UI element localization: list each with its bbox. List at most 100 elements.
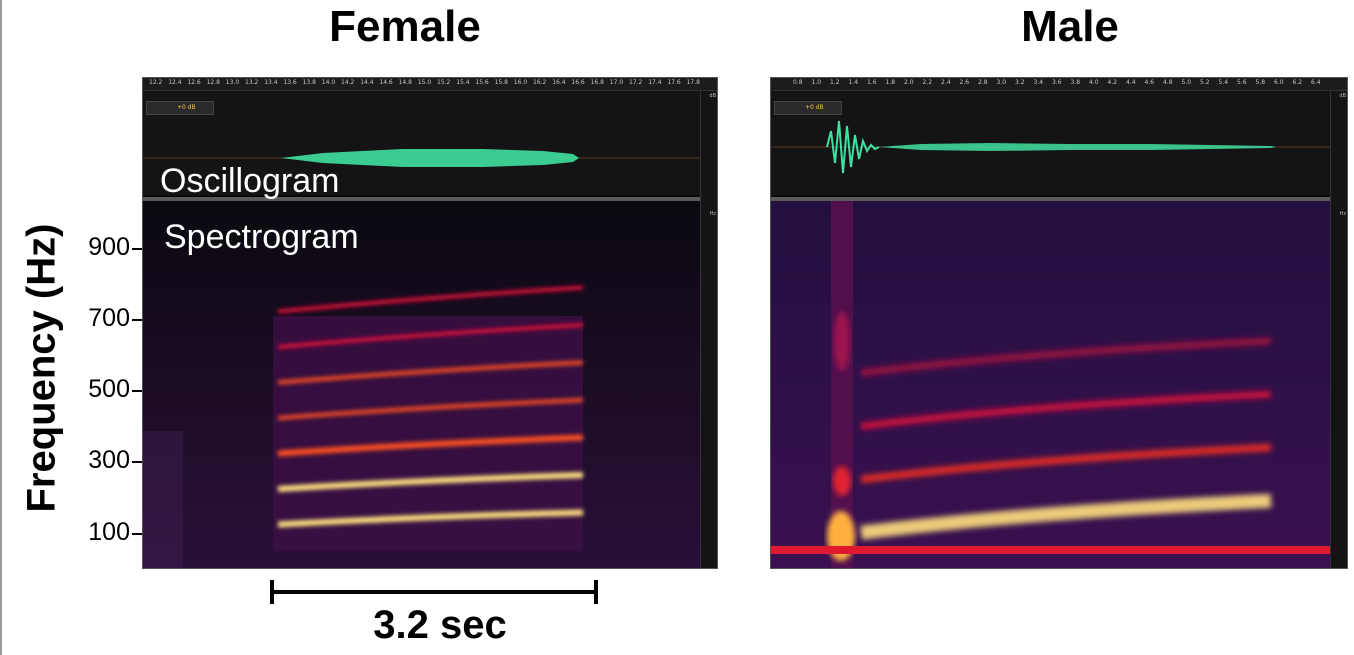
male-spectrogram: [771, 201, 1331, 568]
ruler-tick-label: 5.6: [1237, 79, 1247, 86]
ruler-tick-label: 3.8: [1070, 79, 1081, 86]
ruler-tick-label: 5.2: [1200, 79, 1210, 86]
female-title: Female: [329, 2, 481, 51]
ruler-tick-label: 16.2: [533, 79, 547, 86]
left-border: [0, 0, 2, 655]
ruler-tick-label: 1.6: [867, 79, 877, 86]
oscillogram-track: +0 dB: [143, 91, 701, 195]
ruler-tick-label: 0.8: [793, 79, 803, 86]
male-harmonic-band: [860, 493, 1272, 540]
ruler-tick-label: 1.2: [830, 79, 840, 86]
y-tickmark: [132, 533, 142, 535]
female-harmonic-band: [277, 285, 584, 314]
time-ruler: 0.8 1.0 1.2 1.4 1.6 1.8 2.0 2.2 2.4 2.6 2.8 3.0 3.2 3…: [771, 78, 1347, 91]
ruler-tick-label: 2.6: [959, 79, 970, 86]
y-tick-700: 700: [88, 304, 130, 332]
y-axis-label: Frequency (Hz): [19, 223, 64, 513]
y-tickmark: [132, 248, 142, 250]
time-scale-bar: [270, 580, 598, 604]
ruler-tick-label: 12.8: [206, 79, 220, 86]
male-title: Male: [1021, 2, 1119, 51]
ruler-tick-label: 17.8: [686, 79, 700, 86]
female-harmonic-band: [277, 398, 584, 420]
y-tickmark: [132, 319, 142, 321]
male-harmonic-band: [860, 337, 1272, 377]
y-tickmark: [132, 390, 142, 392]
ruler-tick-label: 16.4: [552, 79, 566, 86]
ruler-tick-label: 17.0: [609, 79, 624, 86]
ruler-tick-label: 16.6: [571, 79, 585, 86]
ruler-tick-label: 6.2: [1292, 79, 1303, 86]
female-harmonic-band: [277, 434, 584, 457]
time-ruler: 12.2 12.4 12.6 12.8 13.0 13.2 13.4 13.6 13.8 14.0…: [143, 78, 717, 91]
male-waveform: [771, 120, 1331, 174]
ruler-tick-label: 4.8: [1163, 79, 1173, 86]
frequency-scale: dB Hz: [1330, 91, 1347, 568]
ruler-tick-label: 13.8: [302, 79, 316, 86]
y-tick-100: 100: [88, 518, 130, 546]
scale-bar-label: 3.2 sec: [373, 603, 507, 647]
ruler-tick-label: 14.2: [341, 79, 355, 86]
ruler-tick-label: 4.6: [1144, 79, 1155, 86]
scale-bar-line: [270, 590, 598, 594]
ruler-tick-label: 5.0: [1181, 79, 1192, 86]
oscillogram-track: +0 dB: [771, 91, 1331, 195]
ruler-tick-label: 1.8: [885, 79, 896, 86]
y-tick-300: 300: [88, 446, 130, 474]
ruler-tick-label: 2.0: [904, 79, 914, 86]
female-spectrogram: [143, 201, 701, 568]
female-harmonic-band: [277, 323, 584, 349]
ruler-tick-label: 16.8: [590, 79, 604, 86]
ruler-tick-label: 1.0: [811, 79, 822, 86]
female-harmonic-band: [277, 360, 584, 385]
ruler-tick-label: 4.2: [1107, 79, 1118, 86]
ruler-tick-label: 2.2: [922, 79, 933, 86]
ruler-tick-label: 12.2: [149, 79, 163, 86]
ruler-tick-label: 17.4: [648, 79, 662, 86]
gain-label: +0 dB: [805, 104, 824, 111]
frequency-scale: dB Hz: [700, 91, 717, 568]
gain-label: +0 dB: [177, 104, 196, 111]
ruler-tick-label: 3.2: [1015, 79, 1025, 86]
ruler-tick-label: 13.0: [225, 79, 240, 86]
ruler-tick-label: 3.6: [1052, 79, 1062, 86]
ruler-tick-label: 3.0: [996, 79, 1007, 86]
ruler-tick-label: 2.4: [941, 79, 951, 86]
female-harmonic-band: [277, 472, 584, 492]
ruler-tick-label: 12.6: [187, 79, 201, 86]
female-audio-panel: 12.2 12.4 12.6 12.8 13.0 13.2 13.4 13.6 13.8 14.0…: [142, 77, 718, 569]
ruler-tick-label: 3.4: [1033, 79, 1044, 86]
gain-control[interactable]: +0 dB: [774, 101, 842, 115]
gain-control[interactable]: +0 dB: [146, 101, 214, 115]
female-waveform: [143, 149, 701, 167]
ruler-tick-label: 6.0: [1274, 79, 1284, 86]
ruler-tick-label: 16.0: [513, 79, 528, 86]
ruler-tick-label: 6.4: [1311, 79, 1321, 86]
track-separator: [771, 197, 1347, 201]
ruler-tick-label: 15.2: [437, 79, 451, 86]
ruler-tick-label: 4.0: [1089, 79, 1099, 86]
male-audio-panel: 0.8 1.0 1.2 1.4 1.6 1.8 2.0 2.2 2.4 2.6 2.8 3.0 3.2 3…: [770, 77, 1348, 569]
spectrogram-label: Spectrogram: [164, 218, 359, 256]
female-harmonic-band: [277, 509, 584, 528]
ruler-tick-label: 5.4: [1218, 79, 1229, 86]
ruler-tick-label: 1.4: [848, 79, 859, 86]
ruler-tick-label: 17.2: [629, 79, 643, 86]
ruler-tick-label: 14.8: [398, 79, 412, 86]
y-tick-500: 500: [88, 375, 130, 403]
ruler-tick-label: 12.4: [168, 79, 182, 86]
ruler-tick-label: 14.4: [360, 79, 374, 86]
male-spectrogram-graphic: [771, 201, 1331, 568]
oscillogram-label: Oscillogram: [160, 162, 340, 200]
track-separator: [143, 197, 717, 201]
ruler-tick-label: 2.8: [978, 79, 988, 86]
y-tickmark: [132, 461, 142, 463]
ruler-tick-label: 4.4: [1126, 79, 1136, 86]
scale-bar-right-end: [594, 580, 598, 604]
male-harmonic-band: [860, 444, 1272, 483]
male-harmonic-band: [860, 390, 1272, 430]
y-tick-900: 900: [88, 233, 130, 261]
ruler-tick-label: 14.6: [379, 79, 393, 86]
ruler-tick-label: 15.6: [475, 79, 489, 86]
ruler-tick-label: 14.0: [321, 79, 336, 86]
